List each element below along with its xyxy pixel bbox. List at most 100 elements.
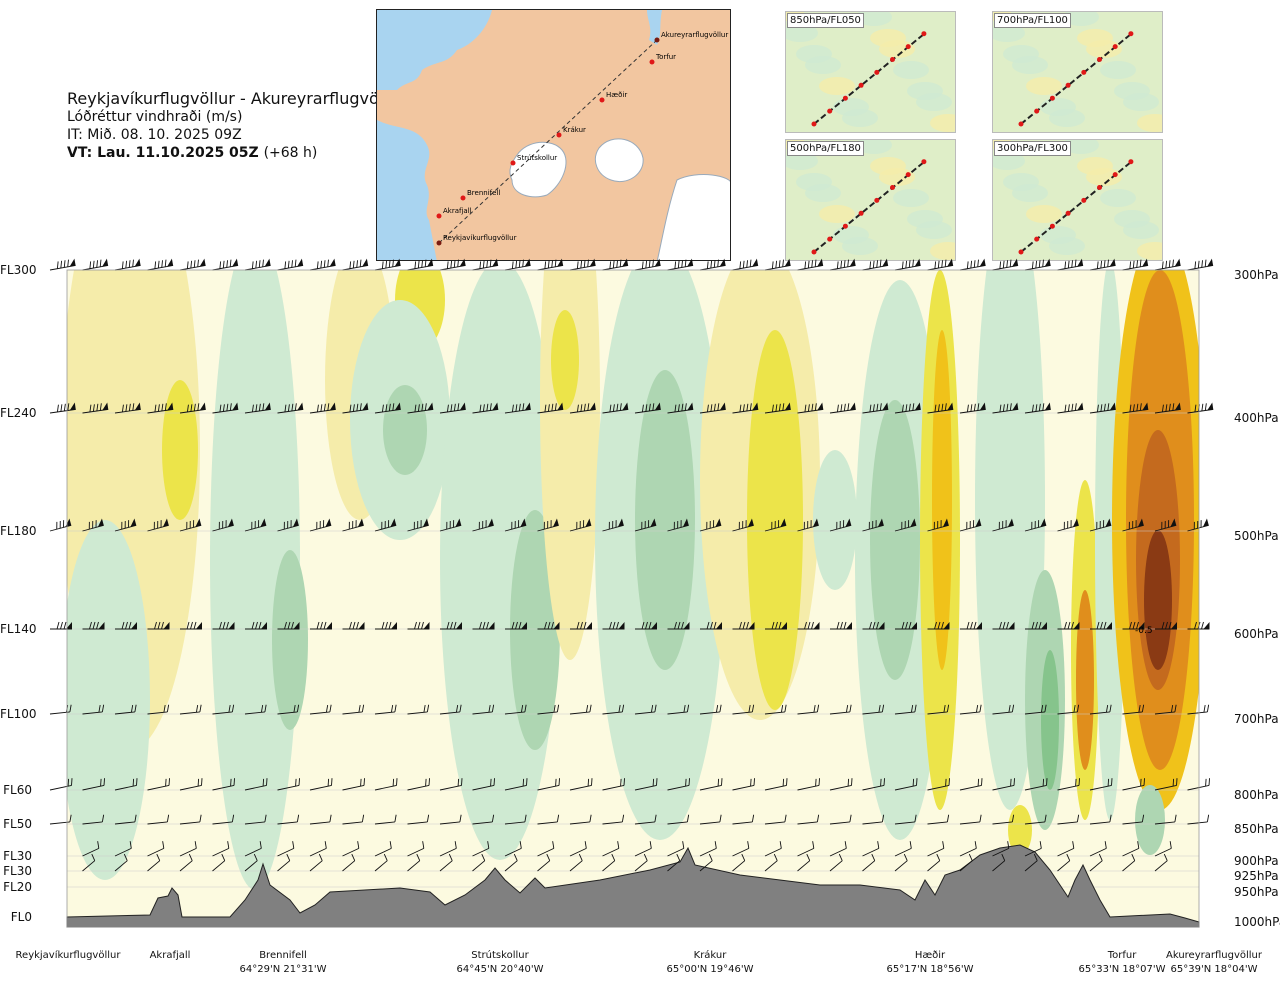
- location-name: Brennifell: [259, 950, 307, 961]
- wind-barb: [699, 704, 722, 715]
- forecast-lead: (+68 h): [263, 145, 318, 161]
- wind-barb: [244, 814, 267, 825]
- wind-barb: [407, 258, 434, 271]
- wind-barb: [212, 841, 230, 857]
- wind-barb: [862, 621, 885, 630]
- wind-barb: [1122, 621, 1145, 630]
- inset-waypoint: [1081, 69, 1087, 75]
- wind-barb: [374, 814, 397, 825]
- wind-barb: [277, 402, 304, 414]
- inset-waypoint: [1018, 249, 1024, 255]
- inset-contour: [993, 24, 1025, 42]
- inset-contour: [796, 173, 832, 191]
- location-label: Akrafjall: [150, 950, 191, 961]
- wind-barb: [602, 258, 629, 271]
- wind-barb: [634, 841, 652, 857]
- map-glacier: [656, 174, 730, 260]
- location-name: Reykjavíkurflugvöllur: [15, 950, 121, 961]
- wind-barb: [277, 814, 300, 825]
- inset-contour: [1137, 242, 1162, 260]
- wind-barb: [732, 258, 759, 271]
- inset-contour: [1003, 173, 1039, 191]
- flight-level-tick: FL30: [3, 849, 32, 863]
- wind-barb: [634, 704, 657, 715]
- wind-barb: [1154, 518, 1177, 532]
- inset-waypoint: [811, 121, 817, 127]
- inset-waypoint: [874, 197, 880, 203]
- wind-barb: [732, 778, 755, 791]
- wind-barb: [180, 621, 202, 630]
- wind-barb: [439, 704, 462, 715]
- inset-route-line: [1020, 161, 1132, 253]
- wind-barb: [862, 814, 885, 825]
- wind-barb: [569, 402, 596, 414]
- wind-barb: [342, 704, 365, 715]
- wind-barb: [1154, 258, 1181, 271]
- wind-barb: [374, 853, 388, 872]
- wind-barb: [82, 814, 105, 825]
- wind-barb: [894, 841, 912, 857]
- wind-barb: [114, 402, 141, 414]
- wind-barb: [212, 778, 235, 791]
- wind-barb: [439, 258, 466, 271]
- wind-barb: [797, 704, 820, 715]
- location-coordinate: 64°45'N 20°40'W: [456, 964, 544, 975]
- inset-contour: [1026, 77, 1062, 95]
- wind-barb: [374, 402, 401, 414]
- wind-barb: [504, 518, 527, 532]
- updraft-zone: [813, 450, 857, 590]
- wind-barb: [569, 518, 592, 532]
- valid-time-label: VT: Lau. 11.10.2025 05Z: [67, 145, 259, 161]
- wind-barb: [862, 402, 889, 414]
- wind-barb: [179, 518, 202, 532]
- wind-barb: [82, 518, 104, 532]
- map-fjord: [647, 10, 662, 45]
- wind-barb: [569, 853, 583, 872]
- inset-waypoint: [858, 82, 864, 88]
- inset-contour: [993, 152, 1025, 170]
- wind-barb: [1089, 778, 1113, 791]
- wind-barb: [49, 778, 73, 791]
- inset-waypoint: [1112, 172, 1118, 178]
- wind-barb: [764, 853, 778, 872]
- wind-barb: [699, 258, 726, 271]
- wind-barb: [374, 841, 392, 857]
- route-waypoint-label: Brennifell: [467, 189, 500, 197]
- inset-contour: [819, 205, 855, 223]
- wind-barb: [602, 402, 629, 414]
- wind-barb: [862, 853, 876, 872]
- wind-barb: [1089, 518, 1112, 532]
- wind-barb: [927, 853, 941, 872]
- downdraft-zone: [747, 330, 803, 710]
- wind-barb: [927, 402, 954, 414]
- wind-barb: [602, 853, 616, 872]
- extremum-label: -0.5: [1135, 626, 1153, 636]
- route-waypoint-label: Akrafjall: [443, 207, 472, 215]
- wind-barb: [309, 853, 323, 872]
- inset-contour: [819, 77, 855, 95]
- inset-map-svg: [993, 12, 1162, 132]
- wind-barb: [634, 258, 661, 271]
- route-waypoint: [436, 240, 442, 246]
- wind-barb: [1057, 402, 1084, 414]
- variable-title: Lóðréttur vindhraði (m/s): [67, 109, 243, 125]
- wind-barb: [1024, 841, 1042, 857]
- wind-barb: [309, 704, 332, 715]
- route-waypoint-label: Torfur: [655, 53, 676, 61]
- wind-barb: [537, 853, 551, 872]
- wind-barb: [147, 853, 161, 872]
- wind-barb: [700, 621, 722, 630]
- wind-barb: [179, 853, 193, 872]
- wind-barb: [374, 704, 397, 715]
- inset-map-svg: [993, 140, 1162, 260]
- wind-barb: [472, 841, 490, 857]
- wind-barb: [82, 704, 105, 715]
- location-name: Strútskollur: [471, 950, 529, 961]
- inset-route-line: [813, 161, 925, 253]
- wind-barb: [667, 704, 690, 715]
- wind-barb: [1154, 853, 1168, 872]
- inset-waypoint: [905, 44, 911, 50]
- wind-barb: [82, 841, 100, 857]
- terrain-profile: [66, 844, 1200, 928]
